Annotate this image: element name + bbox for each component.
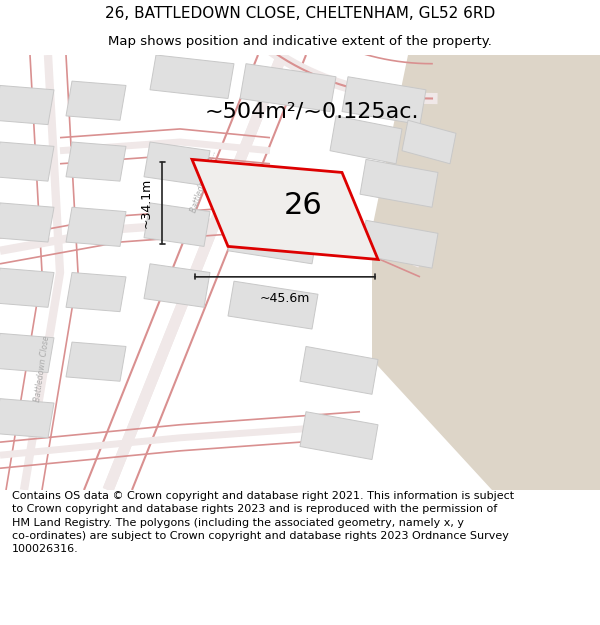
Polygon shape (144, 203, 210, 246)
Polygon shape (0, 399, 54, 437)
Text: Contains OS data © Crown copyright and database right 2021. This information is : Contains OS data © Crown copyright and d… (12, 491, 514, 554)
Polygon shape (360, 220, 438, 268)
Polygon shape (300, 346, 378, 394)
Polygon shape (228, 281, 318, 329)
Text: 26, BATTLEDOWN CLOSE, CHELTENHAM, GL52 6RD: 26, BATTLEDOWN CLOSE, CHELTENHAM, GL52 6… (105, 6, 495, 21)
Polygon shape (0, 268, 54, 308)
Polygon shape (150, 55, 234, 99)
Polygon shape (0, 86, 54, 124)
Polygon shape (240, 64, 336, 111)
Text: Map shows position and indicative extent of the property.: Map shows position and indicative extent… (108, 35, 492, 48)
Polygon shape (66, 142, 126, 181)
Text: ~504m²/~0.125ac.: ~504m²/~0.125ac. (205, 101, 419, 121)
Polygon shape (360, 159, 438, 208)
Polygon shape (300, 412, 378, 459)
Polygon shape (228, 216, 318, 264)
Polygon shape (66, 272, 126, 312)
Text: Battledown Close: Battledown Close (33, 334, 51, 402)
Text: ~45.6m: ~45.6m (260, 292, 310, 305)
Polygon shape (66, 81, 126, 120)
Text: ~34.1m: ~34.1m (140, 177, 153, 228)
Polygon shape (0, 333, 54, 372)
Polygon shape (66, 342, 126, 381)
Polygon shape (192, 159, 378, 259)
Polygon shape (66, 208, 126, 246)
Text: 26: 26 (284, 191, 322, 219)
Text: Battledown Clo...: Battledown Clo... (190, 149, 218, 214)
Polygon shape (372, 55, 600, 490)
Polygon shape (402, 120, 456, 164)
Polygon shape (144, 264, 210, 308)
Polygon shape (342, 77, 426, 124)
Polygon shape (0, 142, 54, 181)
Polygon shape (0, 203, 54, 242)
Polygon shape (330, 116, 402, 164)
Polygon shape (144, 142, 210, 186)
